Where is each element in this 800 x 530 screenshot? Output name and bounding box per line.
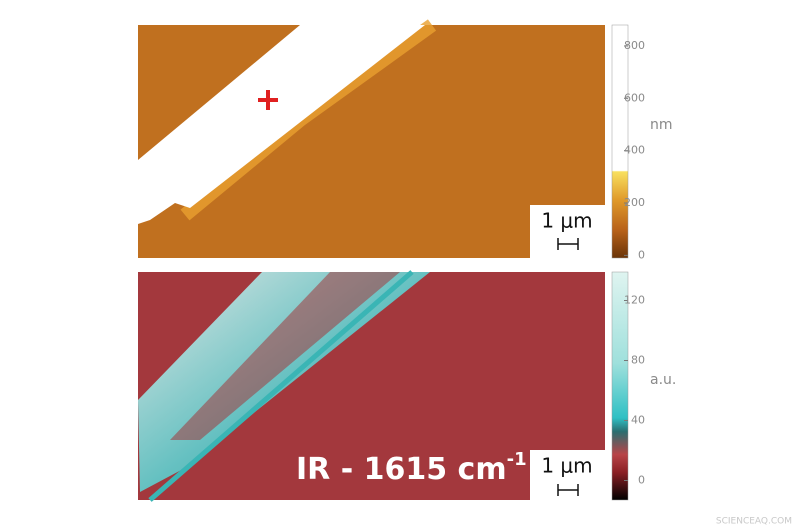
- marker: [258, 90, 278, 110]
- topography-panel: 1 μm nm: [138, 19, 673, 259]
- scale-bar-box: [530, 450, 605, 500]
- scale-bar-box: [530, 205, 605, 258]
- tick-label: 800: [624, 39, 645, 52]
- ir-panel: IR - 1615 cm-1 1 μm a.u.: [138, 270, 676, 502]
- ir-label: IR - 1615 cm-1: [296, 449, 527, 487]
- ir-label-main: IR - 1615 cm: [296, 452, 507, 487]
- tick-label: 0: [638, 248, 645, 261]
- scale-bar-label: 1 μm: [541, 454, 592, 478]
- tick-label: 0: [638, 474, 645, 487]
- scale-bar: [557, 238, 579, 250]
- colorbar: [611, 271, 629, 501]
- tick-label: 600: [624, 91, 645, 104]
- edge-signal: [148, 270, 414, 502]
- tick-label: 40: [631, 414, 645, 427]
- tick-label: 80: [631, 354, 645, 367]
- ir-label-sup: -1: [507, 449, 527, 470]
- fiber: [138, 25, 425, 224]
- unit-label: nm: [650, 117, 673, 133]
- scale-bar-label: 1 μm: [541, 209, 592, 233]
- tick-label: 200: [624, 196, 645, 209]
- colorbar: [611, 24, 629, 259]
- scale-bar: [557, 484, 579, 496]
- fiber-core: [170, 272, 400, 440]
- unit-label: a.u.: [650, 372, 676, 388]
- tick-label: 120: [624, 294, 645, 307]
- tick-label: 400: [624, 144, 645, 157]
- watermark: SCIENCEAQ.COM: [716, 517, 792, 527]
